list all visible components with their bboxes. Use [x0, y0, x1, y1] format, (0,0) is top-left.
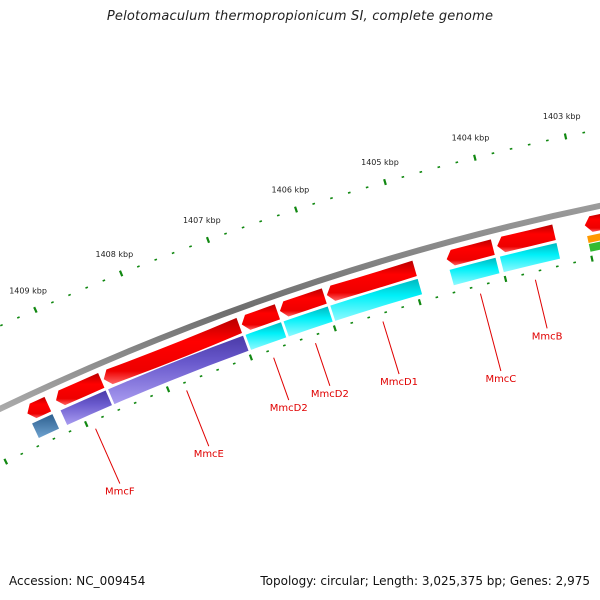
minor-tick-inner [266, 350, 270, 353]
label-leader-line [534, 279, 548, 329]
label-leader-line [273, 357, 290, 401]
cog-bar-blue [32, 414, 60, 439]
minor-tick-outer [85, 286, 89, 289]
gene-arrow [446, 239, 495, 266]
minor-tick-outer [136, 265, 140, 268]
label-leader-line [315, 343, 331, 386]
minor-tick-outer [276, 214, 280, 217]
major-tick-inner [248, 354, 253, 361]
major-tick-outer [205, 236, 211, 244]
scale-ticks: 1403 kbp 1404 kbp 1405 kbp 1406 kbp 1407 kbp… [0, 112, 594, 465]
gene-arrow [241, 304, 281, 330]
gene-label: MmcD2 [311, 389, 349, 400]
minor-tick-outer [0, 323, 3, 327]
gene-arrow [103, 317, 242, 385]
cog-bar-cyan [245, 322, 287, 350]
cog-bar-cyan [499, 242, 561, 273]
cog-bar-purple [60, 390, 112, 425]
major-tick-inner [3, 458, 9, 465]
label-leader-line [95, 428, 121, 484]
major-tick-inner [590, 255, 594, 262]
major-tick-outer [33, 306, 38, 314]
gene-label: MmcD1 [380, 377, 418, 388]
major-tick-inner [332, 325, 337, 332]
minor-tick-inner [299, 338, 303, 341]
major-tick-outer [118, 270, 124, 277]
major-tick-outer [294, 206, 298, 213]
cog-bar-cyan [449, 257, 500, 286]
cog-bar-green [588, 241, 600, 252]
minor-tick-outer [68, 293, 72, 297]
gene-label: MmcF [105, 487, 135, 498]
major-tick-inner [165, 386, 171, 393]
minor-tick-outer [259, 220, 263, 223]
cog-bar-purple [108, 335, 249, 405]
minor-tick-outer [50, 301, 54, 304]
major-tick-outer [563, 133, 568, 140]
label-leader-line [186, 390, 210, 447]
minor-tick-inner [68, 430, 72, 433]
gene-arrow [279, 288, 327, 317]
major-tick-outer [473, 154, 477, 161]
minor-tick-inner [316, 332, 320, 336]
minor-tick-inner [199, 374, 203, 378]
gene-arrow [326, 260, 417, 301]
minor-tick-outer [224, 232, 228, 235]
minor-tick-inner [101, 415, 105, 419]
gene-label: MmcB [532, 331, 563, 342]
gene-label: MmcE [194, 449, 224, 460]
minor-tick-outer [102, 279, 106, 282]
minor-tick-inner [183, 381, 187, 384]
label-leader-line [382, 321, 400, 375]
minor-tick-inner [150, 394, 154, 398]
minor-tick-inner [36, 444, 40, 448]
minor-tick-inner [117, 408, 121, 412]
cog-bar-cyan [283, 306, 333, 337]
minor-tick-inner [20, 452, 24, 456]
minor-tick-outer [16, 316, 20, 319]
cog-bar-cyan [330, 278, 423, 321]
scale-label: 1408 kbp [95, 250, 133, 259]
minor-tick-inner [52, 437, 56, 440]
scale-label: 1409 kbp [9, 286, 47, 295]
gene-arrow [27, 396, 52, 419]
gene-arrow [497, 224, 556, 253]
major-tick-inner [503, 275, 508, 283]
major-tick-inner [84, 420, 89, 428]
minor-tick-outer [154, 258, 158, 261]
gene-features [27, 214, 600, 439]
minor-tick-outer [241, 226, 245, 229]
scale-label: 1406 kbp [272, 185, 310, 194]
minor-tick-inner [282, 344, 286, 347]
minor-tick-outer [189, 245, 193, 248]
map-title: Pelotomaculum thermopropionicum SI, comp… [106, 9, 494, 24]
scale-label: 1405 kbp [361, 158, 399, 167]
major-tick-outer [383, 178, 387, 186]
minor-tick-inner [232, 362, 236, 365]
scale-label: 1404 kbp [452, 133, 490, 142]
minor-tick-outer [171, 251, 175, 255]
minor-tick-inner [133, 401, 137, 405]
label-leader-line [479, 293, 502, 372]
gene-label: MmcD2 [270, 403, 308, 414]
scale-label: 1407 kbp [183, 216, 221, 225]
accession-text: Accession: NC_009454 [9, 574, 146, 588]
major-tick-inner [417, 298, 422, 306]
genome-summary-text: Topology: circular; Length: 3,025,375 bp… [260, 574, 590, 588]
gene-arrow [584, 214, 600, 232]
gene-label: MmcC [485, 374, 516, 385]
gene-arrow [56, 373, 105, 406]
cog-bar-orange [587, 233, 600, 244]
minor-tick-inner [216, 368, 220, 372]
scale-label: 1403 kbp [543, 112, 581, 121]
